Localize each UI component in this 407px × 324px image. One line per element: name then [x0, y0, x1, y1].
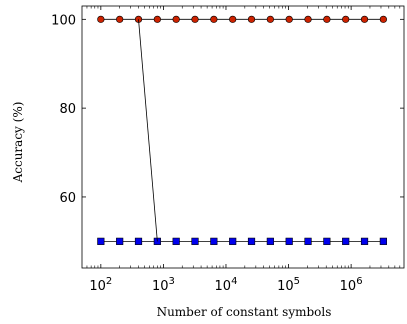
x-tick-label: 102 [89, 276, 112, 294]
data-point-circle [191, 15, 199, 23]
data-point-circle [342, 15, 350, 23]
data-point-circle [210, 15, 218, 23]
data-point-circle [323, 15, 331, 23]
x-tick-label: 103 [152, 276, 175, 294]
y-tick-label: 100 [51, 13, 76, 28]
data-point-square [172, 237, 180, 245]
data-point-circle [304, 15, 312, 23]
y-axis-label: Accuracy (%) [11, 102, 25, 184]
data-point-square [191, 237, 199, 245]
data-point-square [210, 237, 218, 245]
data-point-square [379, 237, 387, 245]
x-tick-label: 105 [277, 276, 300, 294]
data-point-circle [97, 15, 105, 23]
x-axis-label: Number of constant symbols [157, 305, 332, 319]
data-point-square [229, 237, 237, 245]
data-point-circle [172, 15, 180, 23]
data-point-circle [153, 15, 161, 23]
data-point-square [285, 237, 293, 245]
data-point-circle [285, 15, 293, 23]
plot-marks [97, 15, 387, 245]
x-tick-label: 104 [215, 276, 238, 294]
x-tick-label: 106 [340, 276, 363, 294]
y-tick-label: 80 [59, 102, 76, 117]
data-point-square [342, 237, 350, 245]
data-point-circle [266, 15, 274, 23]
data-point-circle [116, 15, 124, 23]
data-point-circle [379, 15, 387, 23]
data-point-square [266, 237, 274, 245]
data-point-square [360, 237, 369, 245]
plot-frame [81, 5, 405, 269]
data-point-square [97, 237, 105, 245]
data-point-circle [229, 15, 237, 23]
data-point-square [134, 237, 143, 245]
data-point-square [304, 237, 312, 245]
data-point-circle [247, 15, 256, 23]
data-point-square [116, 237, 124, 245]
series-line [138, 19, 158, 242]
axes: 102 103 104 105 106 60 80 100 [51, 5, 405, 294]
y-tick-label: 60 [59, 191, 76, 206]
data-point-square [323, 237, 331, 245]
data-point-square [247, 237, 256, 245]
data-point-circle [360, 15, 369, 23]
